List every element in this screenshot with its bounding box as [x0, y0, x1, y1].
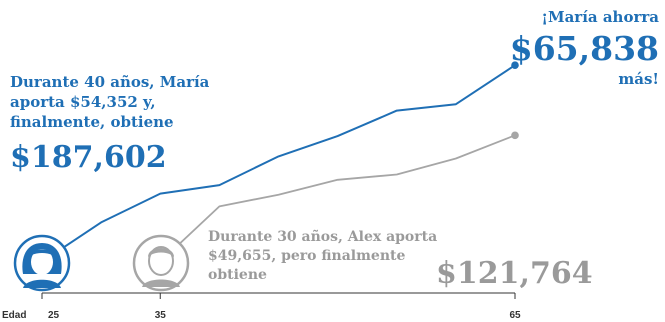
x-tick-label-35: 35 [155, 310, 167, 321]
series-line-maría [41, 64, 516, 263]
x-tick-labels: 25 35 65 [48, 310, 521, 321]
series-endpoints [511, 61, 519, 140]
x-tick-label-65: 65 [509, 310, 521, 321]
difference-value: $65,838 [509, 29, 659, 68]
woman-avatar-icon [13, 234, 71, 292]
maria-contribution-note: Durante 40 años, María aporta $54,352 y,… [10, 73, 210, 131]
alex-total-value: $121,764 [436, 256, 593, 291]
x-axis-label: Edad [2, 310, 26, 321]
series-lines [41, 64, 516, 263]
maria-total-value: $187,602 [10, 140, 167, 175]
difference-tail-text: más! [618, 70, 659, 88]
x-tick-label-25: 25 [48, 310, 60, 321]
difference-lead-text: ¡María ahorra [541, 8, 659, 26]
series-line-alex [159, 134, 516, 263]
man-avatar-icon [132, 234, 190, 292]
alex-contribution-note: Durante 30 años, Alex aporta $49,655, pe… [208, 229, 438, 283]
endpoint-maría [511, 61, 519, 70]
endpoint-alex [511, 131, 519, 140]
x-tick-marks [41, 293, 516, 299]
